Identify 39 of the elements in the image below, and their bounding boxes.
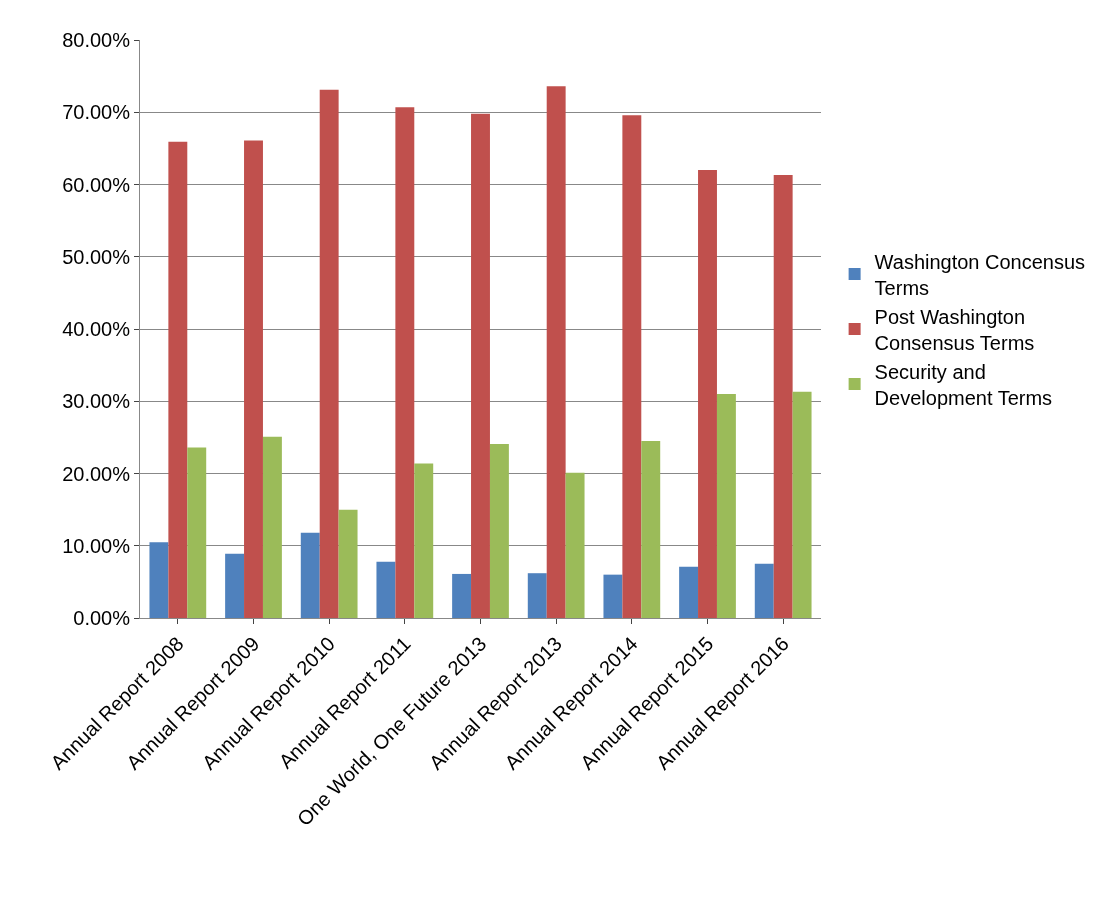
bar — [319, 89, 339, 618]
bar — [376, 561, 396, 618]
bar — [716, 394, 736, 618]
bar — [395, 107, 415, 618]
y-tick-label: 10.00% — [62, 534, 131, 557]
y-tick-label: 20.00% — [62, 462, 131, 485]
bar — [168, 141, 188, 618]
bar — [187, 447, 207, 618]
bar — [679, 566, 699, 618]
bar — [546, 86, 566, 618]
y-tick-label: 60.00% — [62, 173, 131, 196]
bar — [414, 463, 434, 618]
y-tick-label: 50.00% — [62, 245, 131, 268]
y-tick-label: 40.00% — [62, 318, 131, 340]
bar — [792, 391, 812, 618]
bar — [262, 436, 282, 618]
bar — [527, 573, 547, 618]
bar — [489, 443, 509, 618]
bar — [225, 553, 245, 618]
bar — [754, 563, 774, 618]
bar — [471, 113, 490, 618]
bar — [698, 170, 717, 618]
bar — [452, 573, 472, 618]
bar — [244, 140, 263, 618]
legend-label: Post Washington Consensus Terms — [874, 305, 1035, 354]
bar — [773, 175, 793, 618]
y-tick-label: 70.00% — [62, 101, 131, 124]
bar — [603, 574, 623, 618]
legend-label: Washington Concensus Terms — [874, 250, 1086, 299]
y-tick-label: 30.00% — [62, 390, 131, 413]
bar — [641, 440, 661, 618]
bar — [149, 542, 169, 618]
bar — [300, 532, 320, 618]
bar — [565, 472, 585, 618]
y-tick-label: 80.00% — [62, 29, 131, 51]
bar — [622, 115, 642, 618]
legend-label: Security and Development Terms — [874, 360, 1053, 409]
y-tick-label: 0.00% — [73, 607, 131, 629]
bar — [338, 509, 358, 618]
